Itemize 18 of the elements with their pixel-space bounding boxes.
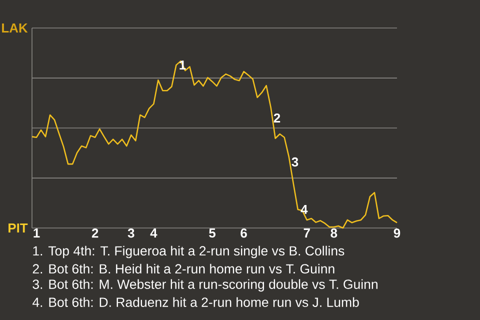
x-tick-label: 6 [240, 228, 247, 238]
x-tick-label: 9 [394, 228, 400, 238]
x-tick-label: 3 [128, 228, 134, 238]
text: LAK [2, 24, 28, 32]
x-tick-label: 2 [92, 228, 98, 238]
text: 2. Bot 6th: B. Heid hit a 2-run home run vs T. Guinn [32, 264, 334, 274]
x-tick-label: 1 [34, 228, 40, 238]
annotation: 2 [274, 113, 280, 123]
x-tick-label: 4 [150, 228, 158, 238]
text: PIT [8, 224, 28, 232]
x-tick-label: 7 [304, 228, 310, 238]
text: 4. Bot 6th: D. Raduenz hit a 2-run home run vs J. Lumb [32, 297, 359, 307]
x-tick-label: 5 [209, 228, 216, 238]
annotation: 3 [292, 157, 298, 167]
text: 1. Top 4th: T. Figueroa hit a 2-run single vs B. Collins [33, 246, 344, 258]
x-tick-label: 8 [330, 228, 338, 238]
annotation: 4 [300, 205, 308, 214]
text: 3. Bot 6th: M. Webster hit a run-scoring double vs T. Guinn [32, 279, 378, 292]
